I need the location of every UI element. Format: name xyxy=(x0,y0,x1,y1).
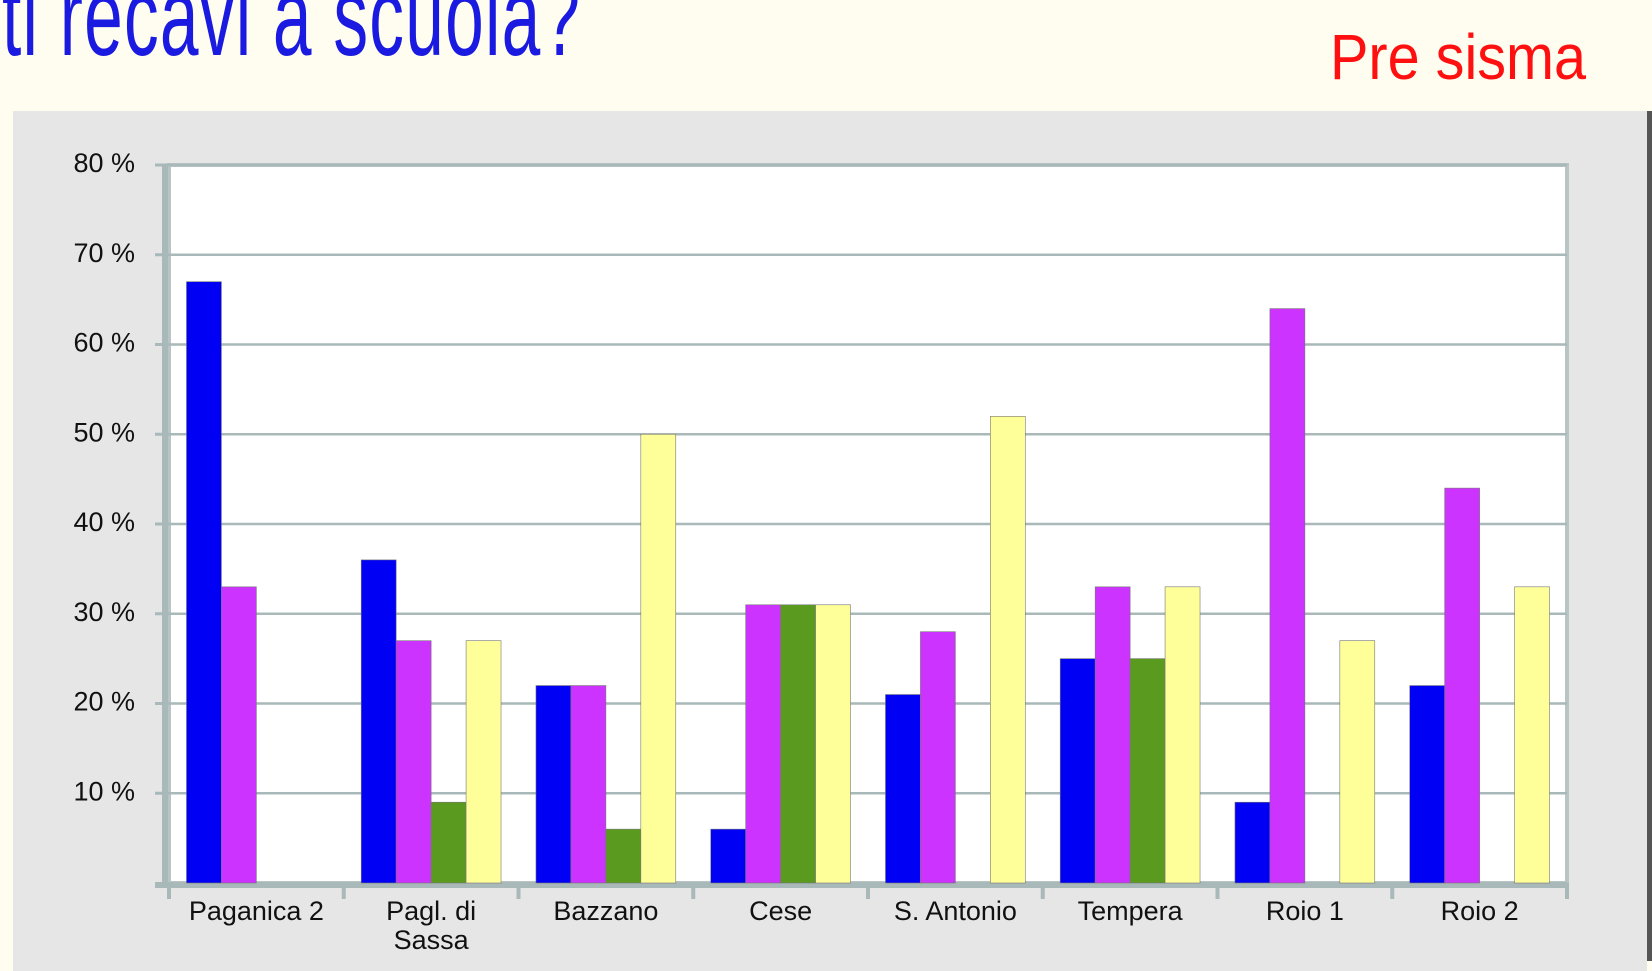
bar xyxy=(815,604,851,884)
y-tick-label: 40 % xyxy=(73,507,135,537)
x-tick-label: Roio 2 xyxy=(1440,896,1519,926)
y-tick-label: 30 % xyxy=(73,597,135,627)
bar xyxy=(605,828,642,884)
bar xyxy=(1129,658,1166,884)
bar xyxy=(1059,658,1096,884)
bar xyxy=(1164,586,1201,884)
x-tick-label: Roio 1 xyxy=(1265,896,1344,926)
bar xyxy=(1269,308,1306,884)
bar xyxy=(990,415,1026,884)
x-tick-label: Paganica 2 xyxy=(188,896,324,926)
bar xyxy=(1339,640,1376,884)
bar xyxy=(570,685,607,884)
bar xyxy=(221,586,257,884)
y-tick-label: 60 % xyxy=(73,328,135,358)
x-tick-label: Cese xyxy=(749,896,813,926)
subtitle: Pre sisma xyxy=(1330,21,1587,93)
y-tick-label: 20 % xyxy=(73,687,135,717)
x-tick-label: S. Antonio xyxy=(893,896,1017,926)
bar xyxy=(640,433,677,884)
bar xyxy=(186,281,222,884)
bar xyxy=(465,640,502,884)
bar xyxy=(885,694,921,884)
bar xyxy=(535,685,572,884)
bar xyxy=(780,604,816,884)
bar xyxy=(1409,685,1445,884)
bar xyxy=(1444,487,1480,884)
bar xyxy=(395,640,432,884)
bar xyxy=(1094,586,1131,884)
panel-edge xyxy=(1647,111,1652,961)
x-tick-label: Tempera xyxy=(1077,896,1183,926)
bar xyxy=(360,559,397,884)
bar xyxy=(430,801,467,884)
y-tick-label: 80 % xyxy=(73,148,135,178)
bar xyxy=(920,631,956,884)
bar xyxy=(1514,586,1550,884)
bar xyxy=(745,604,781,884)
y-tick-label: 10 % xyxy=(73,776,135,806)
title: ti recavi a scuola? xyxy=(2,0,582,79)
bar xyxy=(1234,801,1271,884)
y-tick-label: 70 % xyxy=(73,238,135,268)
x-tick-label: Pagl. di Sassa xyxy=(386,896,477,955)
x-tick-label: Bazzano xyxy=(553,896,659,926)
y-tick-label: 50 % xyxy=(73,417,135,447)
bar xyxy=(710,828,746,884)
